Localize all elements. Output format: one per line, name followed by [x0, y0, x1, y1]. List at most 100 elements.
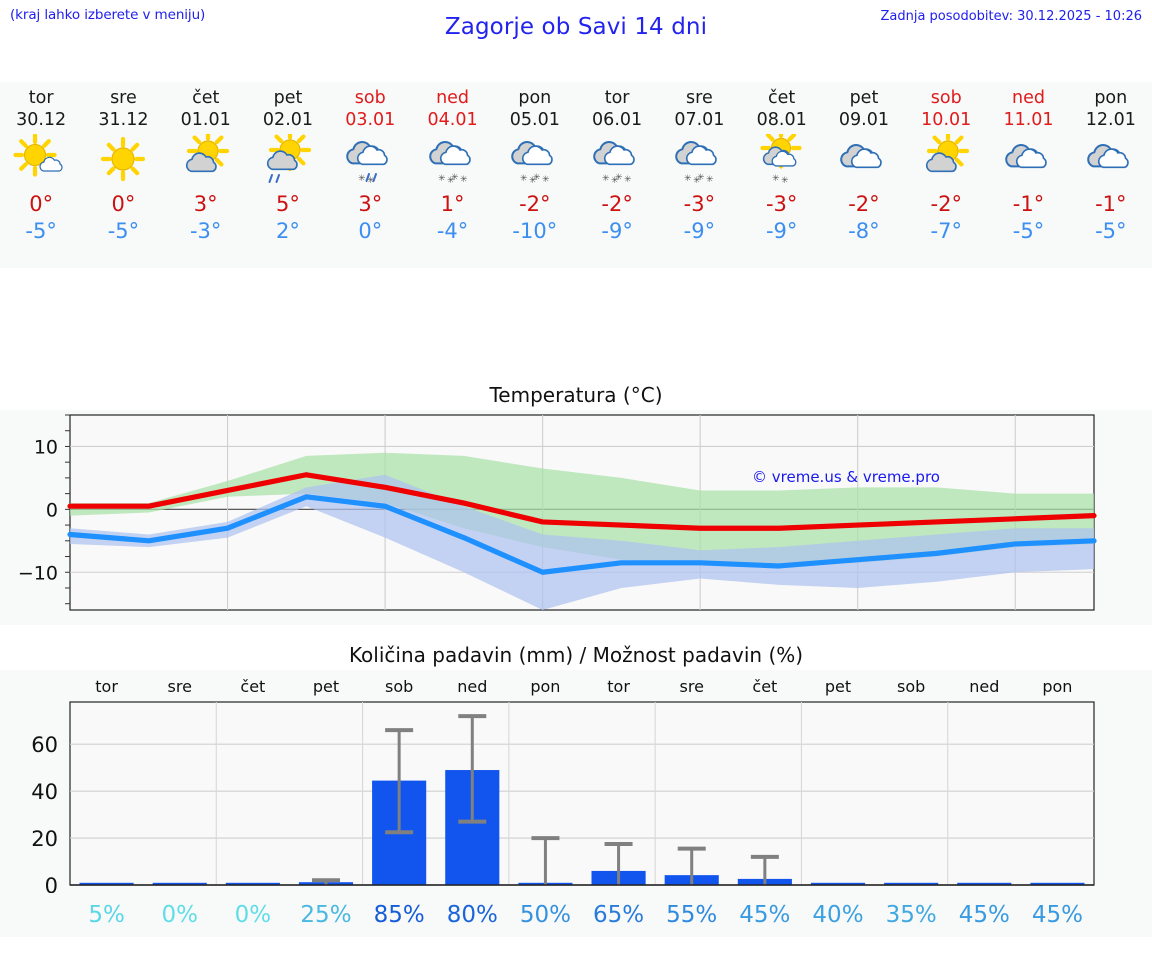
- day-name: ned: [436, 88, 470, 108]
- day-column-6[interactable]: ned 04.01 ✳ ✳ ✳ ✳ 1° -4°: [411, 82, 493, 268]
- precipitation-probability-label: 45%: [958, 902, 1010, 928]
- day-date: 12.01: [1085, 110, 1136, 130]
- day-name: sob: [930, 88, 962, 108]
- svg-text:✳: ✳: [358, 174, 366, 184]
- svg-text:✳: ✳: [367, 176, 375, 186]
- sun-cloud-icon: [165, 132, 247, 188]
- precipitation-day-label: čet: [752, 677, 778, 696]
- svg-text:✳: ✳: [697, 173, 705, 183]
- day-column-11[interactable]: pet 09.01 -2° -8°: [823, 82, 905, 268]
- temperature-range-band-1: [70, 452, 1094, 566]
- precipitation-probability-label: 65%: [593, 902, 645, 928]
- day-column-9[interactable]: sre 07.01 ✳ ✳ ✳ ✳ -3° -9°: [658, 82, 740, 268]
- day-column-4[interactable]: pet 02.01 5° 2°: [247, 82, 329, 268]
- precipitation-probability-label: 55%: [666, 902, 718, 928]
- day-column-3[interactable]: čet 01.01 3° -3°: [165, 82, 247, 268]
- precipitation-bar[interactable]: [810, 882, 866, 885]
- day-max-temperature: -3°: [765, 192, 798, 216]
- day-column-1[interactable]: tor 30.12 0° -5°: [0, 82, 82, 268]
- day-date: 10.01: [921, 110, 972, 130]
- precipitation-day-label: pon: [1042, 677, 1073, 696]
- precipitation-chart: 0 20 40 60: [31, 701, 1095, 898]
- day-date: 03.01: [345, 110, 396, 130]
- svg-text:✳: ✳: [451, 173, 459, 183]
- day-date: 02.01: [262, 110, 314, 130]
- y-axis-label: 0: [46, 499, 58, 521]
- page-header: (kraj lahko izberete v meniju) Zagorje o…: [0, 0, 1152, 56]
- precipitation-day-headers: tor sre čet pet sob ned pon tor sre čet pet sob ned p…: [0, 675, 1152, 699]
- day-column-8[interactable]: tor 06.01 ✳ ✳ ✳ ✳ -2° -9°: [576, 82, 658, 268]
- menu-hint-link[interactable]: (kraj lahko izberete v meniju): [10, 7, 206, 23]
- temperature-line-min: [67, 494, 1097, 575]
- sun-cloud-rain-icon: [247, 132, 329, 188]
- day-min-temperature: -4°: [436, 219, 469, 243]
- precipitation-probability-row: 5% 0% 0% 25% 85% 80% 50% 65% 55% 45% 40% 35% 45% 45%: [0, 893, 1152, 937]
- day-min-temperature: -3°: [189, 219, 222, 243]
- day-name: sob: [354, 88, 386, 108]
- day-name: pet: [849, 88, 879, 108]
- precipitation-day-label: tor: [607, 677, 630, 696]
- spacer: [0, 937, 1152, 975]
- day-min-temperature: -5°: [107, 219, 140, 243]
- precipitation-bar[interactable]: [1030, 882, 1085, 885]
- svg-text:✳: ✳: [438, 174, 446, 184]
- day-date: 04.01: [427, 110, 478, 130]
- cloud-snow-icon: ✳ ✳ ✳ ✳: [494, 132, 576, 188]
- day-date: 07.01: [674, 110, 725, 130]
- precipitation-day-label: pet: [312, 677, 340, 696]
- svg-text:✳: ✳: [529, 176, 537, 186]
- day-column-2[interactable]: sre 31.12 0° -5°: [82, 82, 164, 268]
- day-name: sre: [110, 88, 137, 108]
- precipitation-plot-area: [69, 701, 1095, 886]
- day-column-13[interactable]: ned 11.01 -1° -5°: [987, 82, 1069, 268]
- day-column-7[interactable]: pon 05.01 ✳ ✳ ✳ ✳ -2° -10°: [494, 82, 576, 268]
- spacer: [0, 268, 1152, 380]
- day-min-temperature: -9°: [765, 219, 798, 243]
- day-column-12[interactable]: sob 10.01 -2° -7°: [905, 82, 987, 268]
- precipitation-bar[interactable]: [225, 882, 280, 885]
- precipitation-day-label: sob: [896, 677, 926, 696]
- svg-text:✳: ✳: [693, 176, 701, 186]
- svg-text:✳: ✳: [706, 175, 714, 185]
- spacer: [0, 625, 1152, 640]
- day-column-10[interactable]: čet 08.01 ✳ ✳ -3° -9°: [741, 82, 823, 268]
- day-column-14[interactable]: pon 12.01 -1° -5°: [1070, 82, 1152, 268]
- svg-text:✳: ✳: [460, 175, 468, 185]
- y-axis-label: −10: [18, 562, 58, 584]
- svg-text:✳: ✳: [772, 174, 780, 184]
- svg-text:✳: ✳: [602, 174, 610, 184]
- precipitation-day-label: sre: [167, 677, 192, 696]
- cloud-icon: [823, 132, 905, 188]
- day-name: ned: [1012, 88, 1045, 108]
- precipitation-probability-label: 50%: [519, 902, 571, 928]
- svg-text:✳: ✳: [684, 174, 692, 184]
- precipitation-day-label: tor: [95, 677, 118, 696]
- precipitation-bar[interactable]: [957, 882, 1012, 885]
- day-min-temperature: -5°: [25, 219, 57, 243]
- day-max-temperature: 0°: [29, 192, 54, 216]
- day-name: pet: [273, 88, 303, 108]
- precipitation-bar[interactable]: [884, 882, 939, 885]
- day-column-5[interactable]: sob 03.01 ✳ ✳ 3° 0°: [329, 82, 411, 268]
- day-min-temperature: 0°: [358, 219, 383, 243]
- precipitation-day-label: sre: [679, 677, 704, 696]
- day-name: sre: [686, 88, 713, 108]
- precipitation-probability-label: 45%: [1031, 902, 1083, 928]
- sun-cloud-icon: [905, 132, 987, 188]
- day-min-temperature: -5°: [1012, 219, 1045, 243]
- precipitation-bar[interactable]: [152, 882, 207, 885]
- precipitation-bar[interactable]: [79, 882, 134, 885]
- sun-small-cloud-icon: [0, 132, 82, 188]
- svg-text:✳: ✳: [615, 173, 623, 183]
- cloud-snow-icon: ✳ ✳ ✳ ✳: [576, 132, 658, 188]
- day-name: pon: [518, 88, 552, 108]
- day-max-temperature: 3°: [193, 192, 218, 216]
- y-axis-label: 10: [34, 436, 58, 458]
- cloud-snow-icon: ✳ ✳ ✳ ✳: [411, 132, 493, 188]
- temperature-range-band-2: [70, 474, 1094, 610]
- precipitation-probability-label: 80%: [446, 902, 498, 928]
- sun-cloud-snow-icon: ✳ ✳: [741, 132, 823, 188]
- precipitation-day-label: sob: [384, 677, 414, 696]
- day-min-temperature: 2°: [276, 219, 300, 243]
- svg-text:✳: ✳: [533, 173, 541, 183]
